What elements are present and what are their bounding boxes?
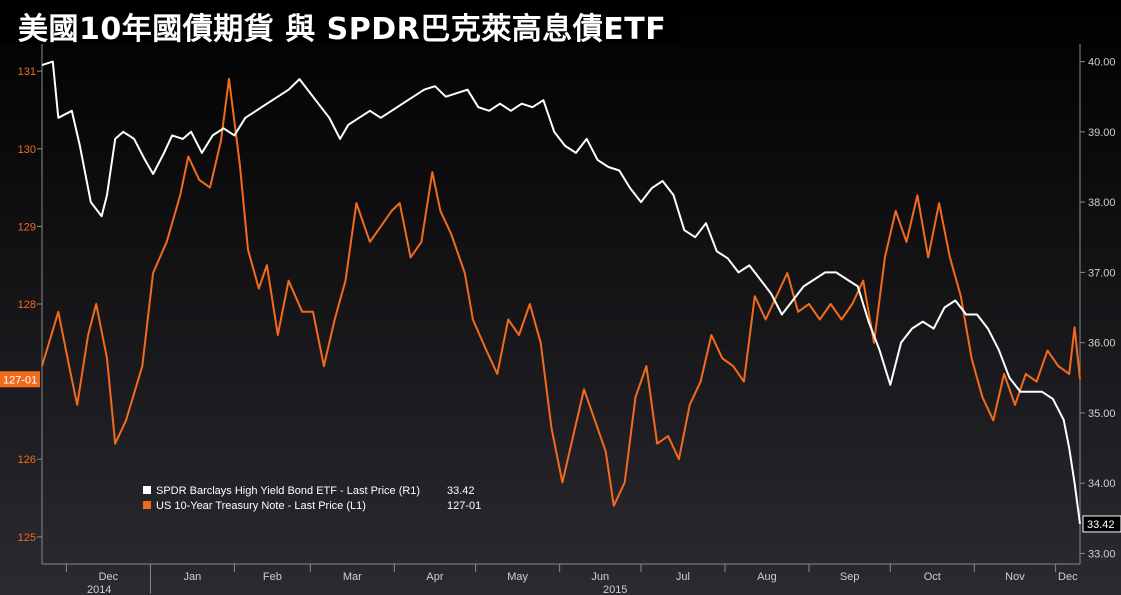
legend-label-treasury: US 10-Year Treasury Note - Last Price (L… [156,500,366,512]
series-line-treasury [41,77,1081,507]
x-tick-label: Dec [1058,571,1078,583]
legend: SPDR Barclays High Yield Bond ETF - Last… [143,485,481,512]
left-last-value-tag [0,371,40,388]
left-tick-label: 129 [18,221,36,233]
x-tick-label: Jul [676,571,690,583]
right-tick-label: 36.00 [1088,338,1116,350]
x-tick-label: Sep [840,571,860,583]
chart-title: 美國10年國債期貨 與 SPDR巴克萊高息債ETF [18,12,667,47]
left-tick-label: 130 [18,144,36,156]
left-tick-label: 126 [18,454,36,466]
series [41,60,1081,525]
x-tick-label: Feb [263,571,282,583]
left-tick-label: 131 [18,66,36,78]
x-tick-label: Dec [99,571,119,583]
right-tick-label: 39.00 [1088,127,1116,139]
x-tick-label: Jan [184,571,202,583]
legend-label-hyg: SPDR Barclays High Yield Bond ETF - Last… [156,485,420,497]
x-tick-label: Aug [757,571,777,583]
x-tick-label: Mar [343,571,362,583]
right-last-value-tag [1082,515,1121,533]
right-tick-label: 33.00 [1088,548,1116,560]
right-tick-label: 34.00 [1088,478,1116,490]
year-label: 2015 [603,584,627,595]
series-line-hyg [41,60,1081,525]
x-tick-label: Jun [591,571,609,583]
legend-value-hyg: 33.42 [447,485,475,497]
x-tick-label: May [507,571,528,583]
left-tick-label: 125 [18,532,36,544]
right-tick-label: 40.00 [1088,57,1116,69]
x-tick-label: Apr [426,571,443,583]
right-tick-label: 38.00 [1088,197,1116,209]
right-tick-label: 37.00 [1088,267,1116,279]
x-tick-label: Oct [924,571,941,583]
right-last-value-label: 33.42 [1087,519,1115,531]
right-tick-label: 35.00 [1088,408,1116,420]
title-bar: 美國10年國債期貨 與 SPDR巴克萊高息債ETF [0,0,680,47]
left-last-value-label: 127-01 [3,374,37,386]
left-tick-label: 128 [18,299,36,311]
axes: 131 130 129 128 126 125 127-01 40.00 39.00 38.00 3… [0,44,1121,595]
x-tick-label: Nov [1005,571,1025,583]
legend-value-treasury: 127-01 [447,500,481,512]
legend-swatch-treasury [143,501,151,509]
year-label: 2014 [87,584,111,595]
legend-swatch-hyg [143,486,151,494]
